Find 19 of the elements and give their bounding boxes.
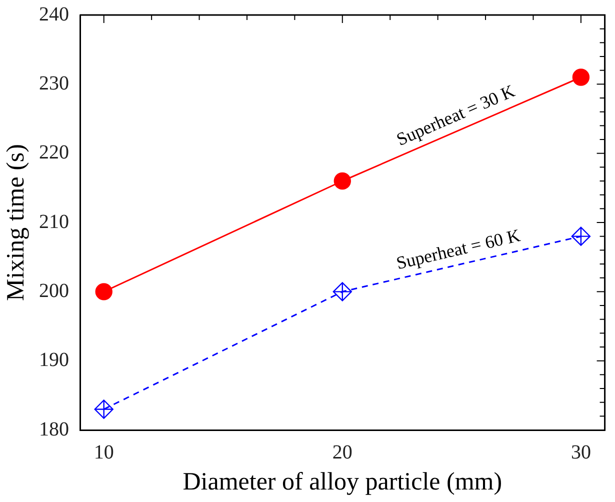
y-tick-label: 200 [39, 280, 69, 302]
x-tick-label: 10 [94, 441, 114, 464]
point [94, 400, 114, 419]
point [95, 283, 112, 300]
x-tick-label: 30 [570, 441, 591, 464]
x-axis-title: Diameter of alloy particle (mm) [182, 468, 502, 496]
y-tick-label: 220 [39, 142, 69, 164]
y-tick-label: 230 [39, 72, 69, 94]
x-tick-label: 20 [332, 441, 352, 464]
point [334, 172, 351, 190]
point [572, 68, 590, 86]
point [332, 282, 352, 302]
y-tick-label: 190 [39, 349, 69, 372]
point [571, 226, 591, 246]
y-tick-label: 180 [39, 418, 69, 440]
y-axis-title: Mixing time (s) [2, 144, 30, 301]
y-tick-label: 210 [39, 210, 69, 233]
text: Superheat = 60 K [394, 225, 522, 274]
y-tick-label: 240 [39, 3, 69, 26]
